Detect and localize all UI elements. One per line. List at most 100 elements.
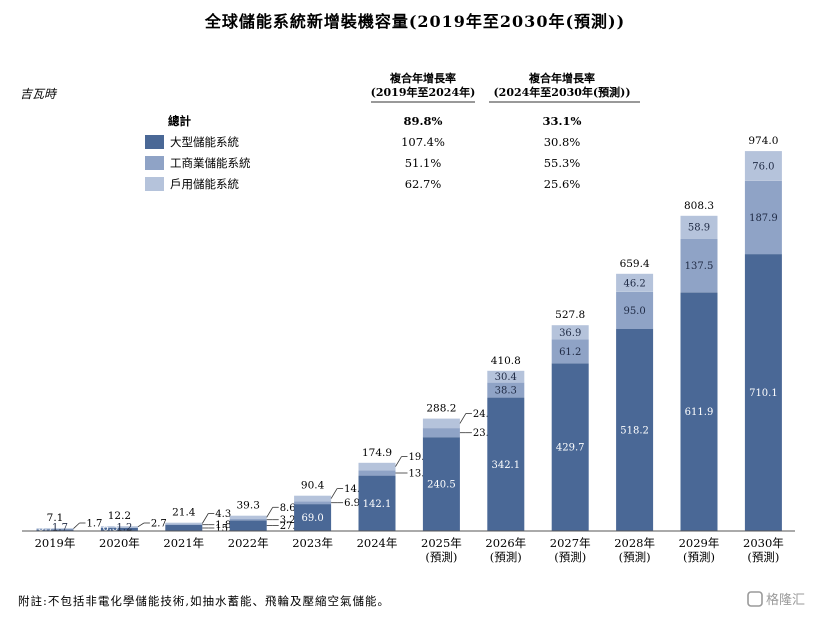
legend-label: 大型儲能系統 [170, 135, 239, 149]
segment-label: 1.2 [116, 523, 132, 534]
bar-group: 710.1 187.9 76.0 974.0 [744, 135, 782, 531]
bars: 3.71.7 1.77.18.31.2 2.712.215.31.84.321.42… [36, 135, 782, 535]
bar-segment [165, 522, 203, 525]
segment-label: 69.0 [301, 513, 323, 524]
bar-group: 342.1 38.3 30.4 410.8 [487, 355, 525, 531]
segment-label: 137.5 [685, 261, 714, 272]
bar-group: 69.0 6.9 14.5 90.4 [294, 480, 366, 531]
bar-group: 518.2 95.0 46.2 659.4 [616, 258, 654, 531]
segment-label: 76.0 [752, 162, 774, 173]
bar-segment [294, 501, 332, 505]
legend-label: 戶用儲能系統 [170, 177, 239, 191]
callout-leader [73, 522, 80, 529]
x-tick-label: (預測) [747, 550, 779, 564]
bar-segment [616, 273, 654, 292]
segment-label: 8.3 [102, 523, 118, 534]
callout-leader [201, 513, 209, 524]
segment-label: 187.9 [749, 213, 778, 224]
total-label: 974.0 [748, 135, 778, 147]
callout-label: 15.3 [215, 524, 237, 535]
bar-segment [229, 515, 267, 520]
watermark: 格隆汇 [747, 591, 805, 608]
bar-segment [680, 238, 718, 293]
segment-label: 429.7 [556, 443, 585, 454]
callout-label: 2.7 [151, 519, 167, 530]
total-label: 527.8 [555, 309, 585, 321]
segment-label: 1.7 [52, 523, 68, 534]
footnote: 附註:不包括非電化學儲能技術,如抽水蓄能、飛輪及壓縮空氣儲能。 [18, 594, 390, 608]
bar-segment [744, 151, 782, 181]
segment-label: 518.2 [620, 426, 649, 437]
watermark-icon [747, 591, 763, 607]
x-tick-label: 2022年 [228, 536, 269, 550]
segment-label: 240.5 [427, 480, 456, 491]
callout-label: 27.5 [280, 521, 302, 532]
total-label: 39.3 [237, 500, 260, 512]
x-tick-label: (預測) [683, 550, 715, 564]
bar-segment [229, 519, 267, 521]
callout-label: 14.5 [344, 484, 366, 495]
bar-segment [100, 527, 138, 531]
bar-segment [551, 325, 589, 340]
bar-segment [616, 291, 654, 329]
callout-label: 3.2 [280, 515, 296, 526]
segment-label: 611.9 [685, 407, 714, 418]
x-tick-label: 2029年 [679, 536, 720, 550]
bar-group: 15.31.84.3 21.4 [165, 507, 238, 535]
segment-label: 142.1 [363, 499, 392, 510]
callout-leader [330, 488, 338, 499]
bar-segment [229, 520, 267, 531]
segment-label: 38.3 [495, 386, 517, 397]
cagr-value-1: 62.7% [405, 177, 442, 191]
bar-segment [165, 524, 203, 525]
legend-table: 總計 89.8% 33.1% 大型儲能系統 107.4% 30.8% 工商業儲能系統 51.1… [145, 114, 582, 191]
x-tick-label: (預測) [554, 550, 586, 564]
cagr-header-2: 複合年增長率 (2024年至2030年(預測)) [493, 71, 630, 99]
bar-segment [744, 180, 782, 255]
segment-label: 36.9 [559, 328, 581, 339]
chart-title: 全球儲能系統新增裝機容量(2019年至2030年(預測)) [204, 12, 625, 31]
total-label: 174.9 [362, 447, 392, 459]
cagr-header-1-line1: 複合年增長率 [389, 71, 456, 85]
cagr-header-2-line2: (2024年至2030年(預測)) [493, 85, 630, 99]
bar-segment [680, 292, 718, 531]
x-tick-label: 2023年 [292, 536, 333, 550]
legend-swatch [145, 156, 164, 170]
cagr-header-2-line1: 複合年增長率 [528, 71, 595, 85]
legend-row: 總計 89.8% 33.1% [168, 114, 582, 128]
bar-segment [294, 495, 332, 502]
total-label: 21.4 [172, 507, 196, 519]
bar-segment [422, 428, 460, 438]
bar-group: 611.9 137.5 58.9 808.3 [680, 200, 718, 531]
bar-segment [165, 525, 203, 531]
total-label: 288.2 [426, 403, 456, 415]
bar-group: 240.5 23.3 24.4 288.2 [422, 403, 495, 531]
cagr-value-1: 89.8% [404, 114, 443, 128]
bar-segment [422, 437, 460, 531]
legend-label: 工商業儲能系統 [170, 156, 251, 170]
segment-label: 710.1 [749, 388, 778, 399]
x-tick-label: (預測) [490, 550, 522, 564]
bar-group: 3.71.7 1.77.1 [36, 512, 102, 534]
segment-label: 95.0 [623, 306, 645, 317]
x-tick-label: (預測) [619, 550, 651, 564]
segment-label: 61.2 [559, 347, 581, 358]
cagr-header-1: 複合年增長率 (2019年至2024年) [371, 71, 476, 99]
x-tick-label: (預測) [425, 550, 457, 564]
cagr-value-1: 51.1% [405, 156, 442, 170]
total-label: 410.8 [491, 355, 521, 367]
legend-row: 戶用儲能系統 62.7% 25.6% [145, 177, 580, 191]
total-label: 808.3 [684, 200, 714, 212]
callout-leader [459, 413, 467, 424]
bar-group: 429.7 61.2 36.9 527.8 [551, 309, 589, 531]
cagr-value-1: 107.4% [401, 135, 445, 149]
bar-segment [358, 475, 396, 531]
legend-label: 總計 [168, 114, 191, 128]
callout-label: 8.6 [280, 503, 296, 514]
cagr-value-2: 33.1% [543, 114, 582, 128]
callout-label: 6.9 [344, 498, 360, 509]
unit-label: 吉瓦時 [20, 87, 58, 101]
bar-segment [744, 254, 782, 531]
x-tick-label: 2021年 [163, 536, 204, 550]
